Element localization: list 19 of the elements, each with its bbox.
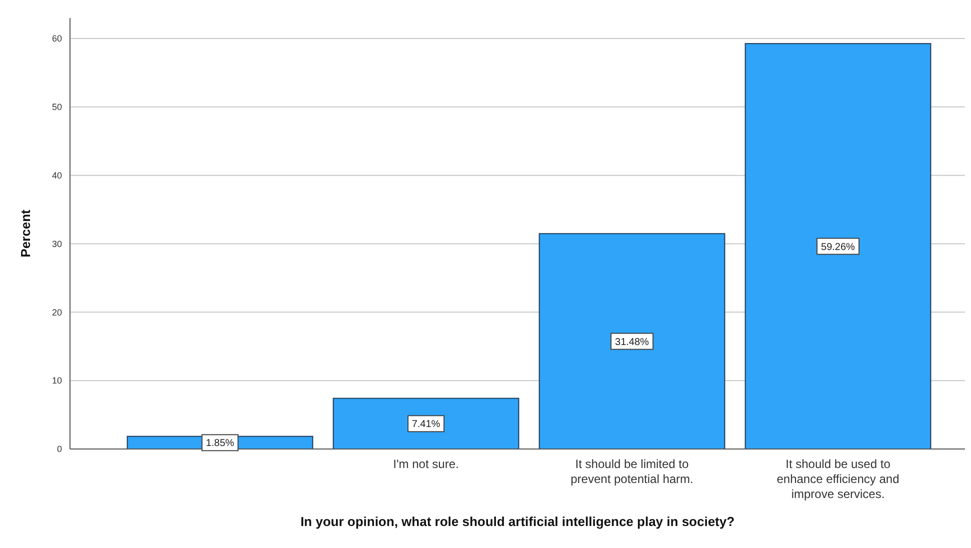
data-label: 1.85% [206,438,234,450]
bar [538,233,726,450]
y-tick-label: 10 [52,376,62,386]
x-tick-label: It should be limited to prevent potential harm. [570,457,694,486]
data-label: 59.26% [821,242,856,253]
y-tick-label: 0 [56,444,62,454]
y-axis-title: Percent [18,208,33,258]
x-tick-label: I'm not sure. [393,457,459,471]
x-tick-label: It should be used to enhance efficiency and improve services. [776,457,900,501]
data-label: 7.41% [412,419,440,430]
y-tick-label: 30 [52,238,62,249]
y-tick-label: 20 [52,307,62,318]
bar [332,398,520,450]
y-tick-label: 40 [52,170,62,180]
bar [744,43,932,450]
y-tick-label: 60 [52,34,62,44]
data-label: 31.48% [615,336,650,348]
y-tick-label: 50 [52,102,62,112]
x-axis-title: In your opinion, what role should artificial intelligence play in society? [300,514,735,529]
